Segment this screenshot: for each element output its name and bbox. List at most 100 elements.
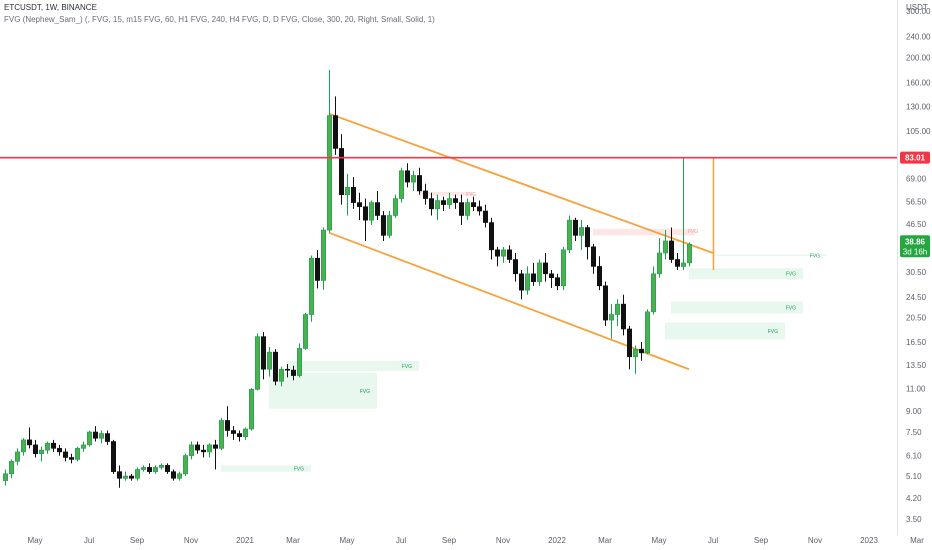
candle-body (620, 303, 626, 330)
candle-body (20, 439, 26, 453)
candle-body (398, 170, 404, 199)
candle-body (231, 430, 237, 434)
price-tick-label: 7.50 (906, 428, 922, 437)
fvg-zone-label: FVG (360, 389, 370, 395)
price-tick-label: 3.50 (906, 515, 922, 524)
candle-body (422, 190, 428, 199)
candle-body (159, 465, 165, 468)
candle-body (560, 249, 566, 287)
candle-body (75, 448, 81, 460)
candle-body (105, 433, 111, 442)
candle-body (56, 448, 62, 453)
candle-body (50, 442, 56, 449)
price-tick-label: 56.50 (906, 198, 927, 207)
candle-body (195, 444, 201, 451)
candle-body (638, 348, 644, 354)
time-tick-label: May (339, 536, 354, 545)
candle-body (632, 348, 638, 358)
candle-body (93, 431, 99, 439)
candle-body (213, 444, 219, 449)
candle-body (326, 115, 332, 231)
candle-body (500, 249, 506, 257)
candle-body (32, 444, 38, 455)
countdown-text: 3d 16h (903, 247, 927, 256)
price-tick-label: 9.00 (906, 407, 922, 416)
candle-body (81, 444, 87, 449)
bear-fvg-label: FVG (688, 229, 698, 235)
price-tick-label: 105.00 (906, 127, 931, 136)
candle-body (482, 210, 488, 223)
time-tick-label: Jul (396, 536, 406, 545)
candle-body (596, 266, 602, 287)
time-tick-label: Mar (598, 536, 612, 545)
candle-body (356, 202, 362, 208)
candle-body (249, 389, 255, 430)
time-tick-label: 2022 (548, 536, 566, 545)
candle-body (542, 262, 548, 275)
candle-body (278, 368, 284, 382)
time-tick-label: Sep (754, 536, 769, 545)
candle-body (284, 368, 290, 371)
time-tick-label: Jul (84, 536, 94, 545)
candle-body (536, 262, 542, 282)
price-tick-label: 5.10 (906, 472, 922, 481)
fvg-zone (665, 322, 785, 340)
candle-body (494, 249, 500, 257)
candle-body (266, 351, 272, 370)
fvg-zone (221, 465, 311, 472)
candle-body (662, 240, 668, 254)
candle-body (434, 200, 440, 210)
bear-fvg-zone (419, 191, 473, 196)
candle-body (554, 277, 560, 287)
plot-area: FVG FVG FVG FVG FVG FVG FVG FVG FVG (2, 69, 827, 488)
candle-body (290, 369, 296, 376)
price-tick-label: 130.00 (906, 102, 931, 111)
fvg-zone (689, 268, 803, 280)
candle-body (614, 303, 620, 315)
fvg-zone-label: FVG (810, 253, 820, 259)
candle-body (255, 336, 261, 390)
candle-body (584, 227, 590, 248)
time-tick-label: Nov (184, 536, 198, 545)
price-tick-label: 30.50 (906, 268, 927, 277)
candle-body (446, 198, 452, 205)
price-tick-label: 240.00 (906, 32, 931, 41)
candle-body (141, 467, 147, 470)
candle-body (320, 229, 326, 281)
candle-body (111, 441, 117, 472)
candle-body (650, 273, 656, 313)
price-tick-label: 20.50 (906, 313, 927, 322)
fvg-zone-label: FVG (786, 306, 796, 312)
candle-body (338, 148, 344, 195)
last-price-badge (900, 235, 930, 258)
time-tick-label: May (651, 536, 666, 545)
channel-upper-line (328, 112, 714, 254)
candle-body (530, 273, 536, 282)
price-tick-label: 13.50 (906, 361, 927, 370)
candle-body (368, 202, 374, 221)
fvg-zone (713, 254, 827, 257)
time-tick-label: 2023 (860, 536, 878, 545)
candle-body (506, 249, 512, 260)
fvg-zone-label: FVG (786, 272, 796, 278)
candle-body (452, 198, 458, 203)
candle-body (314, 257, 320, 281)
last-price-text: 38.86 (905, 237, 926, 246)
candle-body (344, 187, 350, 195)
bear-fvg-label: FVG (466, 192, 476, 198)
candle-body (69, 457, 75, 460)
level-price-text: 83.01 (905, 154, 926, 163)
level-price-badge (900, 151, 930, 164)
price-tick-label: 300.00 (906, 7, 931, 16)
candle-body (302, 314, 308, 349)
candle-body (686, 243, 692, 264)
candle-body (129, 475, 135, 479)
time-tick-label: Sep (130, 536, 145, 545)
bear-fvg-zone (593, 228, 695, 236)
time-tick-label: May (27, 536, 42, 545)
candle-body (153, 467, 159, 472)
candle-body (87, 431, 93, 446)
candle-body (476, 206, 482, 212)
time-tick-label: Nov (496, 536, 510, 545)
